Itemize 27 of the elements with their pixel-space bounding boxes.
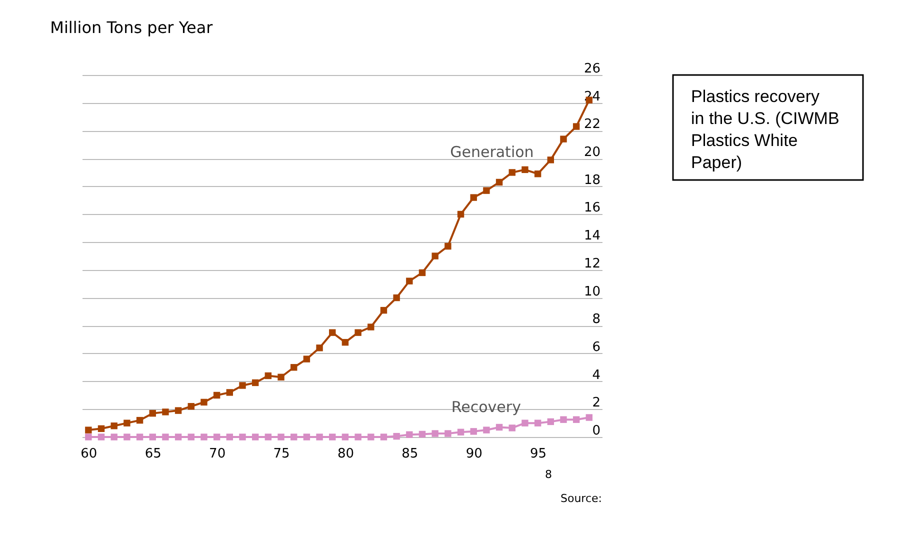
source-note: Source: — [560, 492, 602, 505]
text: Plastics recovery in the U.S. (CIWMB Plastics White Paper) — [691, 87, 840, 172]
y-tick-label: 12 — [584, 256, 600, 272]
text: 8 — [545, 468, 552, 481]
x-tick-label: 90 — [466, 446, 482, 462]
y-tick-label: 4 — [592, 368, 600, 383]
series-label: Recovery — [451, 398, 522, 416]
x-tick-label: 85 — [402, 446, 418, 462]
y-tick-label: 26 — [584, 62, 600, 76]
x-tick-label: 95 — [530, 446, 547, 462]
y-tick-label: 16 — [584, 200, 600, 216]
y-tick-label: 2 — [592, 396, 600, 411]
x-tick-label: 70 — [209, 446, 226, 462]
x-tick-label: 60 — [80, 446, 98, 462]
x-tick-label: 80 — [337, 446, 354, 462]
y-tick-label: 20 — [584, 145, 600, 160]
y-tick-label: 0 — [592, 424, 600, 438]
y-tick-label: 10 — [584, 284, 600, 300]
series-label: Generation — [450, 142, 534, 161]
y-tick-label: 14 — [584, 228, 600, 244]
x-tick-label: 65 — [144, 446, 162, 462]
y-tick-label: 6 — [592, 340, 600, 355]
y-axis-title: Million Tons per Year — [50, 18, 214, 37]
y-tick-label: 8 — [592, 312, 600, 328]
y-tick-label: 18 — [584, 172, 600, 188]
y-tick-label: 22 — [584, 117, 600, 132]
x-tick-label: 75 — [273, 446, 290, 462]
